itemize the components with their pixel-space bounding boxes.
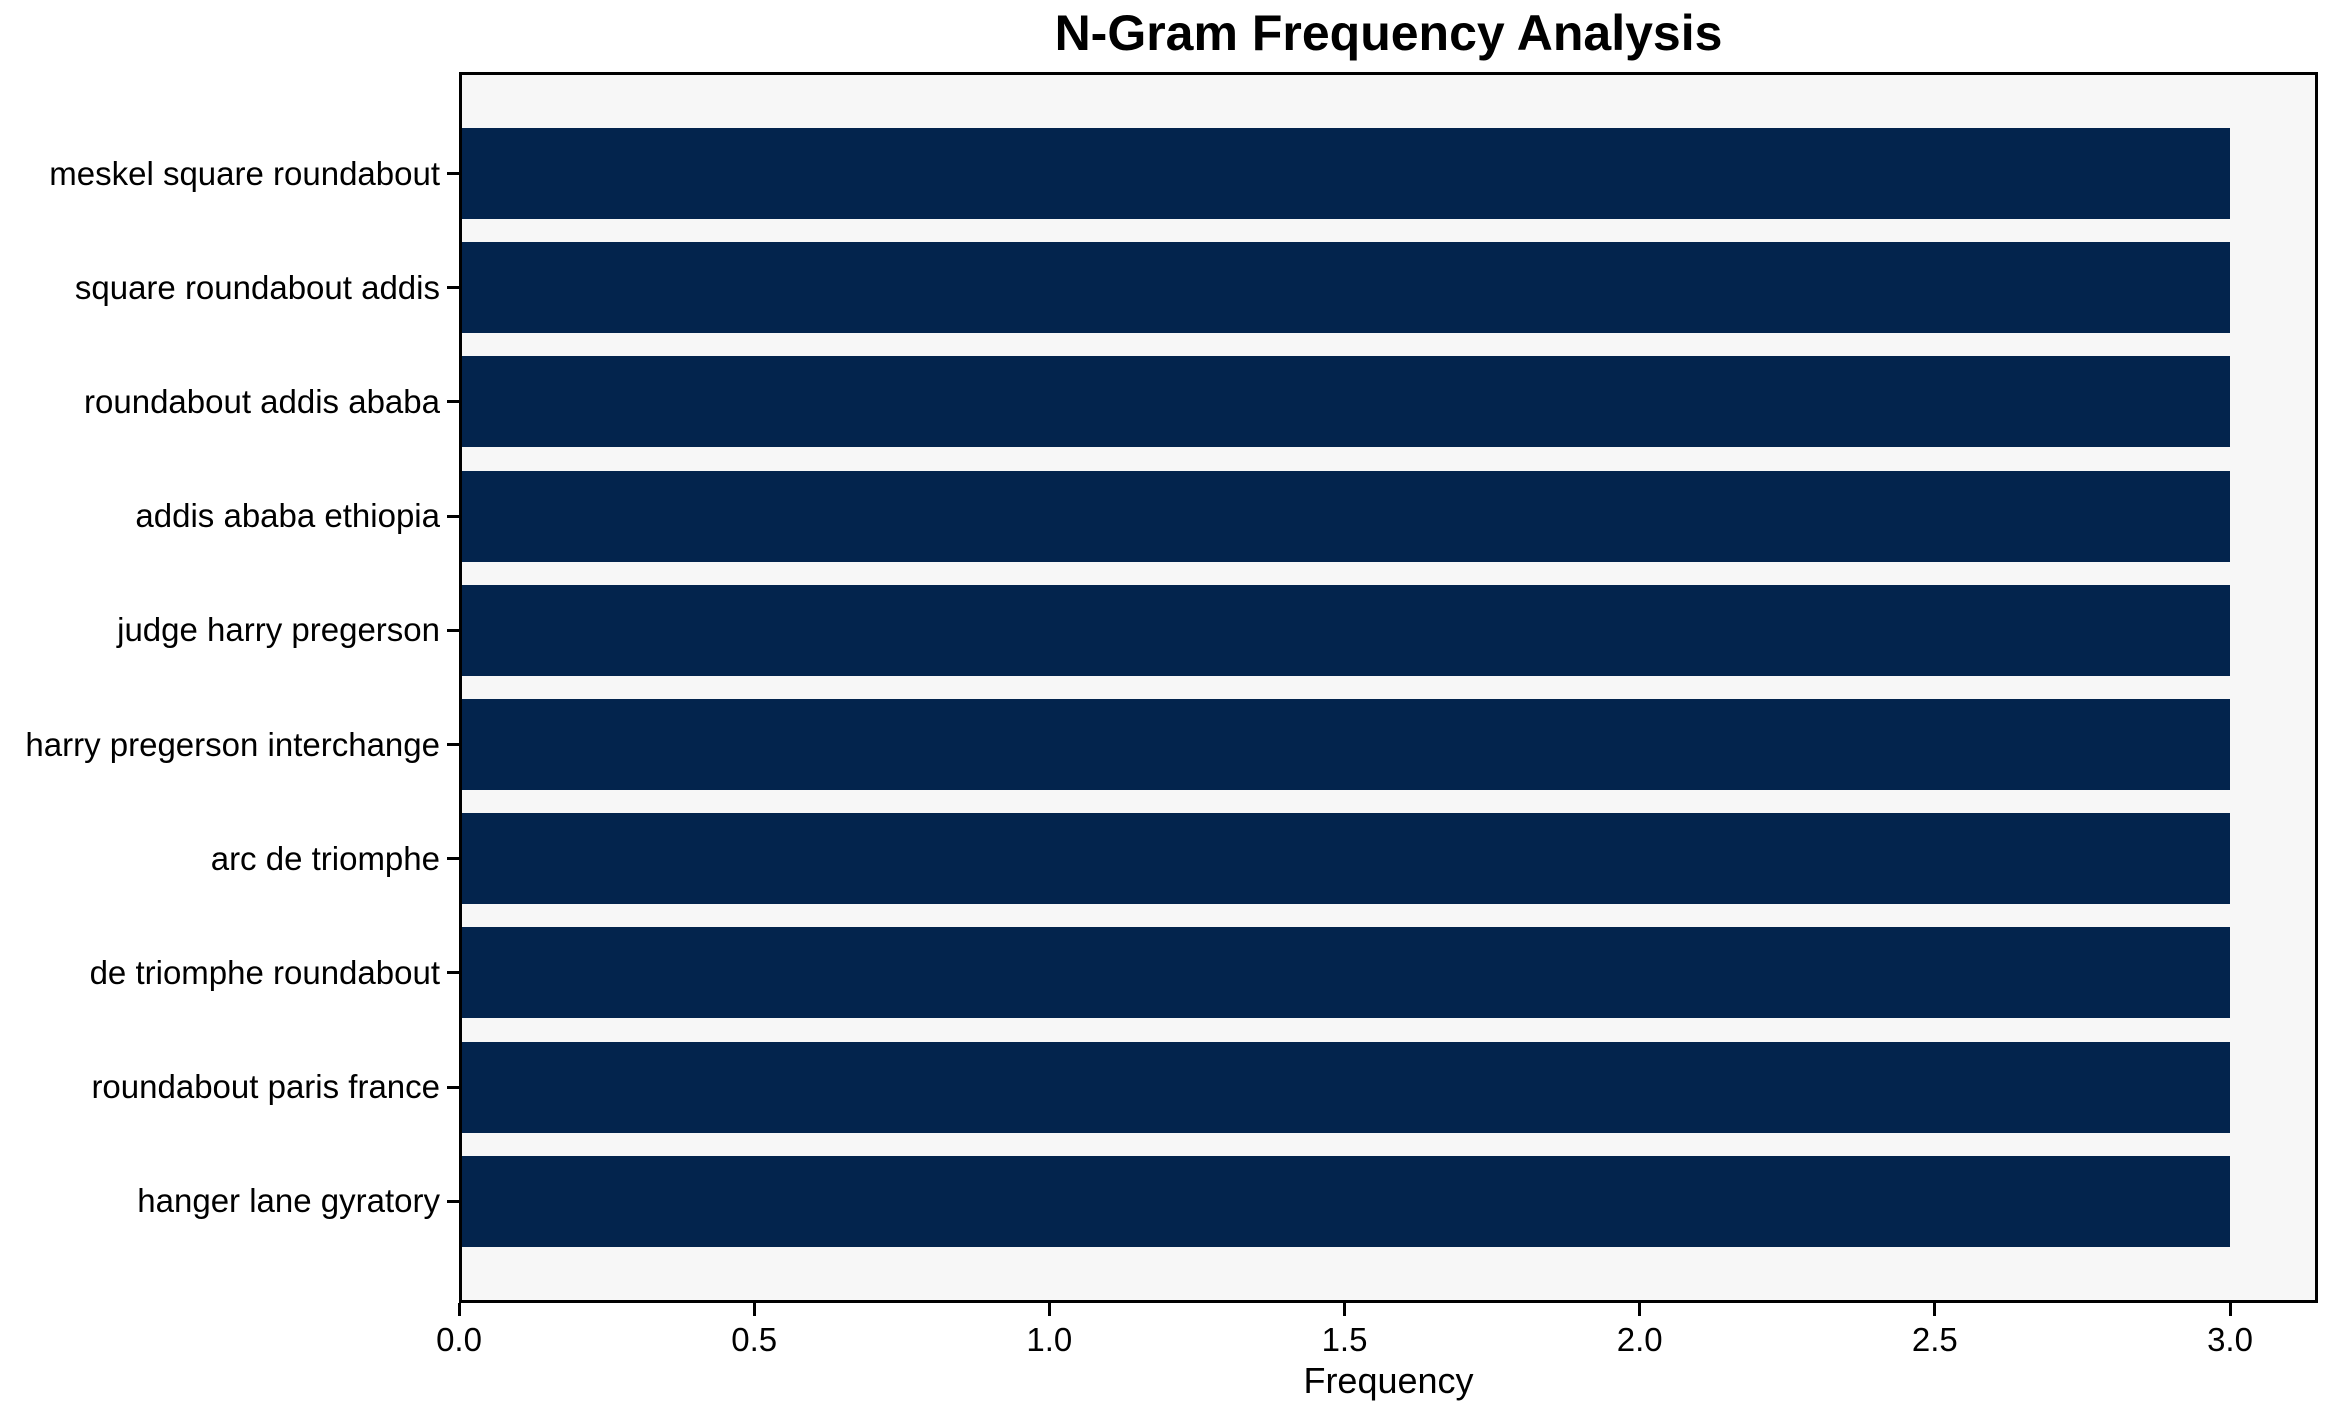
y-tick-label: arc de triomphe	[210, 839, 440, 877]
x-tick-mark	[1933, 1303, 1937, 1316]
y-tick-label: addis ababa ethiopia	[135, 497, 440, 535]
chart-title: N-Gram Frequency Analysis	[1054, 5, 1723, 61]
x-tick-mark	[2228, 1303, 2232, 1316]
y-tick-mark	[447, 172, 459, 175]
y-tick-label: hanger lane gyratory	[137, 1182, 440, 1220]
x-tick-label: 1.0	[1026, 1321, 1073, 1358]
x-tick-mark	[1047, 1303, 1051, 1316]
y-tick-mark	[447, 743, 459, 746]
x-tick-mark	[1638, 1303, 1642, 1316]
x-tick-label: 3.0	[2207, 1321, 2253, 1358]
x-tick-label: 2.5	[1911, 1321, 1958, 1358]
x-tick-mark	[1343, 1303, 1346, 1316]
x-tick-label: 0.0	[436, 1321, 482, 1358]
x-tick-mark	[752, 1303, 756, 1316]
y-tick-mark	[447, 628, 459, 632]
y-tick-label: de triomphe roundabout	[89, 953, 440, 991]
bar	[462, 1155, 2230, 1247]
y-tick-mark	[447, 971, 459, 975]
x-tick-label: 2.0	[1616, 1321, 1663, 1358]
plot-area	[459, 72, 2318, 1303]
bar	[462, 128, 2230, 219]
y-tick-mark	[447, 857, 459, 861]
bar	[462, 470, 2230, 562]
bar	[462, 927, 2230, 1019]
y-tick-label: judge harry pregerson	[117, 611, 440, 649]
y-tick-label: meskel square roundabout	[49, 154, 440, 192]
y-tick-label: roundabout addis ababa	[84, 382, 440, 420]
bar	[462, 1041, 2230, 1133]
y-tick-mark	[447, 1085, 459, 1089]
x-axis-label: Frequency	[1303, 1360, 1474, 1401]
y-tick-label: roundabout paris france	[91, 1068, 440, 1106]
bar	[462, 242, 2230, 334]
y-tick-mark	[447, 1199, 459, 1203]
y-tick-mark	[447, 286, 459, 290]
x-tick-label: 1.5	[1321, 1321, 1368, 1358]
bar	[462, 584, 2230, 676]
y-tick-mark	[447, 400, 459, 404]
y-tick-mark	[447, 514, 459, 518]
bar	[462, 356, 2230, 448]
y-tick-label: harry pregerson interchange	[25, 725, 440, 763]
bar	[462, 699, 2230, 790]
x-tick-label: 0.5	[731, 1321, 778, 1358]
y-tick-label: square roundabout addis	[74, 268, 440, 306]
bar	[462, 813, 2230, 905]
x-tick-mark	[457, 1303, 461, 1316]
